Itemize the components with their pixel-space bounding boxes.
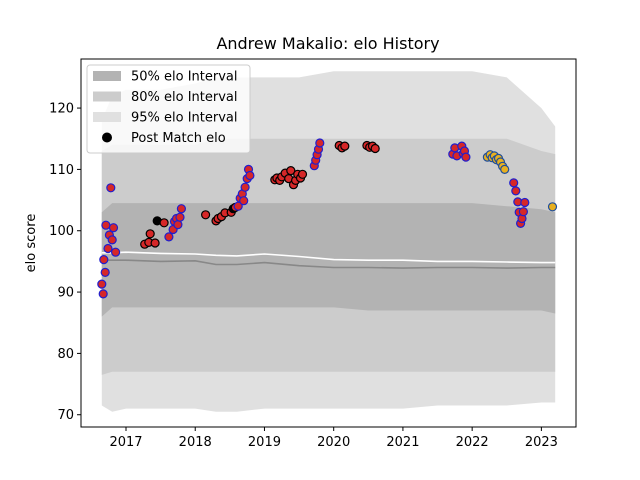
x-tick-label: 2023 [525, 435, 558, 450]
legend-swatch [93, 112, 121, 122]
data-point [101, 220, 111, 230]
x-tick-label: 2019 [248, 435, 281, 450]
data-point [159, 218, 169, 228]
data-point [173, 220, 183, 230]
data-point [520, 197, 530, 208]
data-point [239, 196, 249, 206]
y-tick-label: 120 [49, 102, 74, 117]
x-axis: 2017 2018 2019 2020 2021 2022 2023 [109, 427, 558, 450]
legend-label: 50% elo Interval [131, 70, 238, 85]
plot-area [97, 71, 558, 412]
data-point [201, 210, 211, 220]
data-point [240, 182, 250, 192]
data-point [245, 170, 255, 181]
data-point [145, 229, 155, 239]
y-tick-label: 100 [49, 224, 74, 239]
legend-label: 80% elo Interval [131, 90, 238, 105]
y-tick-label: 80 [57, 347, 74, 362]
data-point [108, 223, 119, 233]
x-tick-label: 2021 [386, 435, 419, 450]
legend-box [86, 64, 251, 154]
x-tick-label: 2020 [317, 435, 350, 450]
data-point [509, 178, 519, 188]
data-point [340, 141, 350, 151]
data-point [461, 152, 471, 162]
data-point [106, 183, 116, 193]
data-point [175, 212, 185, 222]
plot-frame [80, 58, 577, 428]
legend-label: Post Match elo [131, 131, 226, 146]
data-point [99, 255, 109, 265]
y-axis: 70 80 90 100 110 120 [49, 102, 81, 423]
data-point [286, 166, 296, 176]
data-point [518, 207, 529, 217]
data-point [511, 186, 521, 196]
y-axis-label: elo score [24, 214, 39, 273]
data-point [150, 238, 160, 248]
data-point [370, 143, 380, 154]
trend-lines [101, 251, 556, 269]
data-point [176, 204, 186, 214]
data-point [103, 243, 113, 254]
post-match-points [97, 138, 558, 299]
y-tick-label: 70 [57, 408, 74, 423]
legend-swatch [93, 71, 121, 81]
data-point [110, 247, 121, 257]
legend: 50% elo Interval 80% elo Interval 95% elo … [86, 64, 251, 154]
data-point [547, 202, 558, 212]
data-point [164, 232, 174, 242]
data-point [315, 138, 325, 148]
y-tick-label: 90 [57, 286, 74, 301]
x-tick-label: 2022 [456, 435, 489, 450]
chart-title: Andrew Makalio: elo History [216, 34, 439, 53]
mean-line [101, 251, 556, 264]
data-point [500, 164, 510, 174]
y-tick-label: 110 [49, 163, 74, 178]
legend-marker [102, 132, 112, 143]
legend-swatch [93, 91, 121, 102]
x-tick-label: 2018 [179, 435, 212, 450]
data-point [100, 267, 110, 277]
data-point [98, 289, 108, 299]
median-line [101, 259, 556, 269]
data-point [297, 169, 308, 179]
data-point [97, 279, 107, 289]
data-point [107, 235, 117, 245]
x-tick-label: 2017 [109, 435, 142, 450]
legend-label: 95% elo Interval [131, 111, 238, 126]
interval-bands [101, 71, 556, 412]
